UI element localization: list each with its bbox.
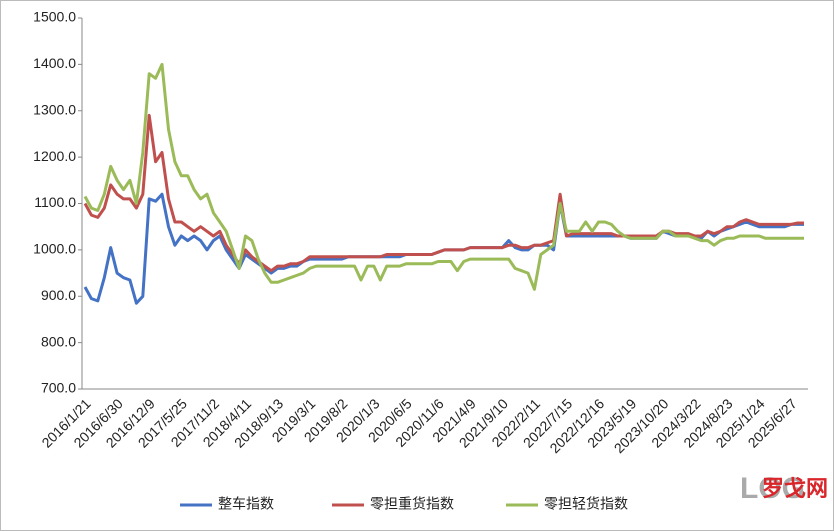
- logo-text: LOG: [740, 472, 805, 505]
- y-tick-label: 1400.0: [33, 55, 76, 71]
- series-line: [83, 113, 804, 273]
- y-tick-label: 1100.0: [34, 194, 76, 210]
- series-line: [83, 62, 804, 291]
- y-tick-label: 1300.0: [33, 101, 76, 117]
- y-tick-label: 1500.0: [33, 9, 76, 25]
- legend-label: 零担重货指数: [370, 496, 454, 512]
- legend-label: 零担轻货指数: [544, 496, 628, 512]
- y-tick-label: 1200.0: [33, 148, 76, 164]
- legend-label: 整车指数: [218, 496, 274, 512]
- y-tick-label: 1000.0: [33, 241, 76, 257]
- y-tick-label: 800.0: [41, 333, 76, 349]
- y-tick-label: 900.0: [41, 287, 76, 303]
- logo-name: 罗戈网: [762, 476, 828, 501]
- y-tick-label: 700.0: [41, 380, 76, 396]
